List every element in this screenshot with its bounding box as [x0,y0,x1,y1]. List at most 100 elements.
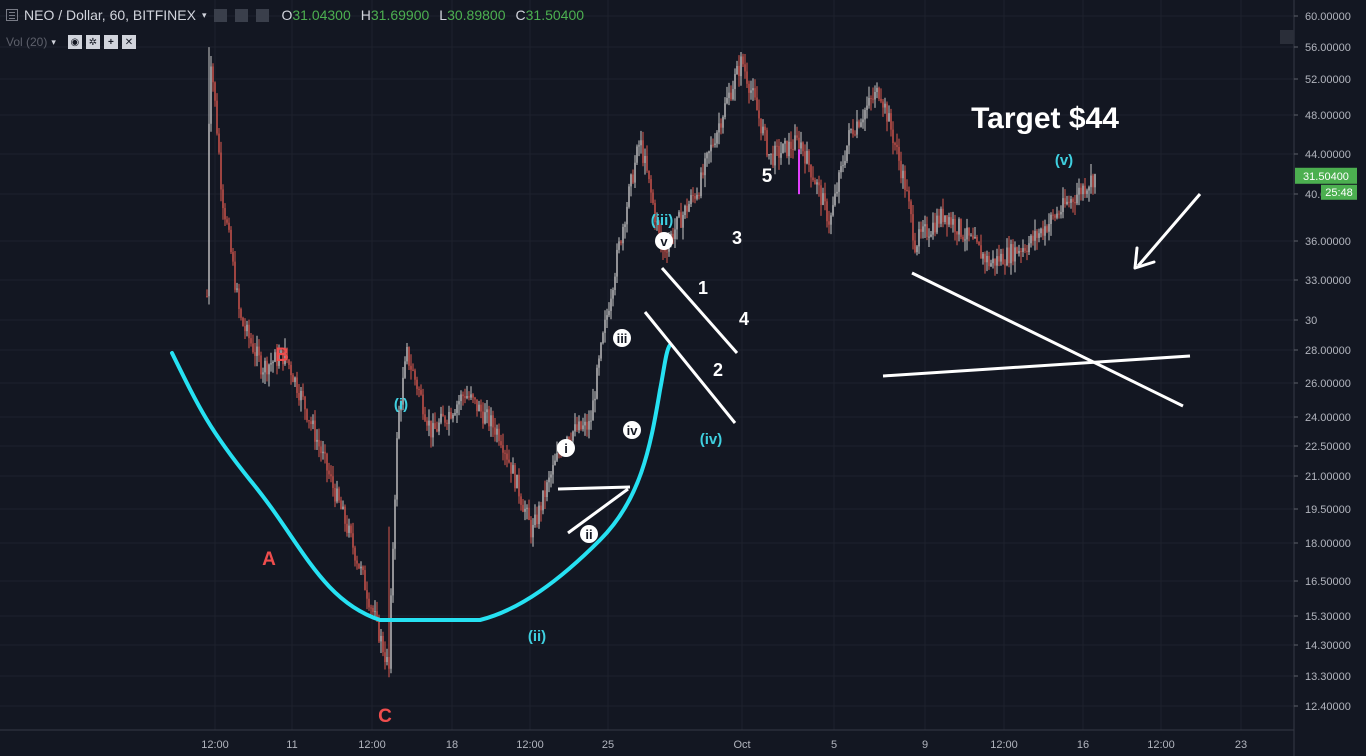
candle-body [990,263,992,267]
wave-label-A: A [262,549,276,570]
candle-body [900,160,902,179]
candle-body [420,390,422,395]
candle-body [434,423,436,429]
candle-body [412,369,414,371]
candle-body [602,332,604,344]
eye-icon[interactable]: ◉ [67,35,82,49]
candle-body [712,144,714,146]
candle-body [322,451,324,454]
add-icon[interactable]: + [103,35,118,49]
candle-body [1046,226,1048,232]
chevron-down-icon[interactable]: ▾ [201,9,207,20]
candle-body [324,451,326,454]
candle-body [714,143,716,145]
candle-body [826,201,828,222]
candle-body [840,166,842,173]
candle-body [512,465,514,474]
candle-body [310,421,312,425]
chart-corner-button[interactable] [1280,30,1294,44]
candle-body [978,241,980,246]
candle-body [1086,190,1088,194]
candle-body [986,255,988,263]
candle-body [230,229,232,253]
trendline-channel-top [660,267,739,354]
candle-body [442,413,444,417]
candle-body [1002,253,1004,265]
candle-body [472,394,474,398]
close-icon[interactable] [256,8,270,22]
candle-body [738,65,740,77]
candle-body [406,347,408,362]
high-value: 31.69900 [370,7,430,23]
candle-body [386,657,388,663]
candle-body [688,204,690,212]
chevron-down-icon[interactable]: ▾ [51,36,56,47]
candle-body [318,439,320,447]
candle-body [580,421,582,430]
legend-toggle-icon[interactable] [6,9,18,21]
candle-body [336,488,338,502]
wave-label-ii-paren: (ii) [528,628,546,645]
candle-body [316,439,318,442]
candle-body [468,396,470,398]
candle-body [676,216,678,230]
gear-icon[interactable]: ✲ [85,35,100,49]
candle-body [312,420,314,425]
close-icon[interactable]: ✕ [121,35,136,49]
candle-body [536,514,538,525]
candle-body [1094,174,1096,188]
candle-body [470,394,472,398]
target-label: Target $44 [971,102,1119,135]
candle-body [1022,248,1024,252]
candle-body [1050,214,1052,224]
candle-body [464,396,466,398]
candle-body [492,415,494,428]
candle-body [484,412,486,424]
price-tick-label: 19.50000 [1305,504,1351,516]
candle-body [1088,187,1090,191]
candle-body [808,150,810,165]
candle-body [418,388,420,391]
candle-body [494,427,496,435]
low-value: 30.89800 [447,7,506,23]
candle-body [710,144,712,152]
candle-body [1068,201,1070,203]
settings-icon[interactable] [214,8,228,22]
candle-body [748,83,750,93]
candle-body [972,235,974,239]
candle-body [238,288,240,310]
candle-body [306,409,308,421]
candle-body [392,548,394,596]
trendline-descending [911,271,1184,408]
candle-body [576,424,578,431]
candle-body [992,258,994,264]
candle-body [934,222,936,233]
candle-body [608,310,610,316]
candle-body [268,364,270,375]
candle-body [428,420,430,426]
hide-icon[interactable] [235,8,249,22]
candle-body [1008,247,1010,264]
candle-body [414,370,416,380]
price-tick-label: 48.00000 [1305,110,1351,122]
candle-body [730,92,732,100]
candle-body [390,595,392,669]
candle-body [478,404,480,412]
open-value: 31.04300 [292,7,351,23]
candle-body [1062,198,1064,213]
wave-label-1: 1 [698,278,708,298]
candle-body [582,425,584,430]
candle-body [854,134,856,136]
symbol-title[interactable]: NEO / Dollar, 60, BITFINEX [24,7,196,23]
candle-body [584,421,586,426]
price-tick-label: 52.00000 [1305,74,1351,86]
candle-body [496,428,498,435]
candle-body [482,411,484,424]
volume-label[interactable]: Vol (20) [6,35,48,49]
price-tick-label: 26.00000 [1305,378,1351,390]
candle-body [514,465,516,489]
candle-body [356,560,358,564]
candle-body [528,507,530,520]
